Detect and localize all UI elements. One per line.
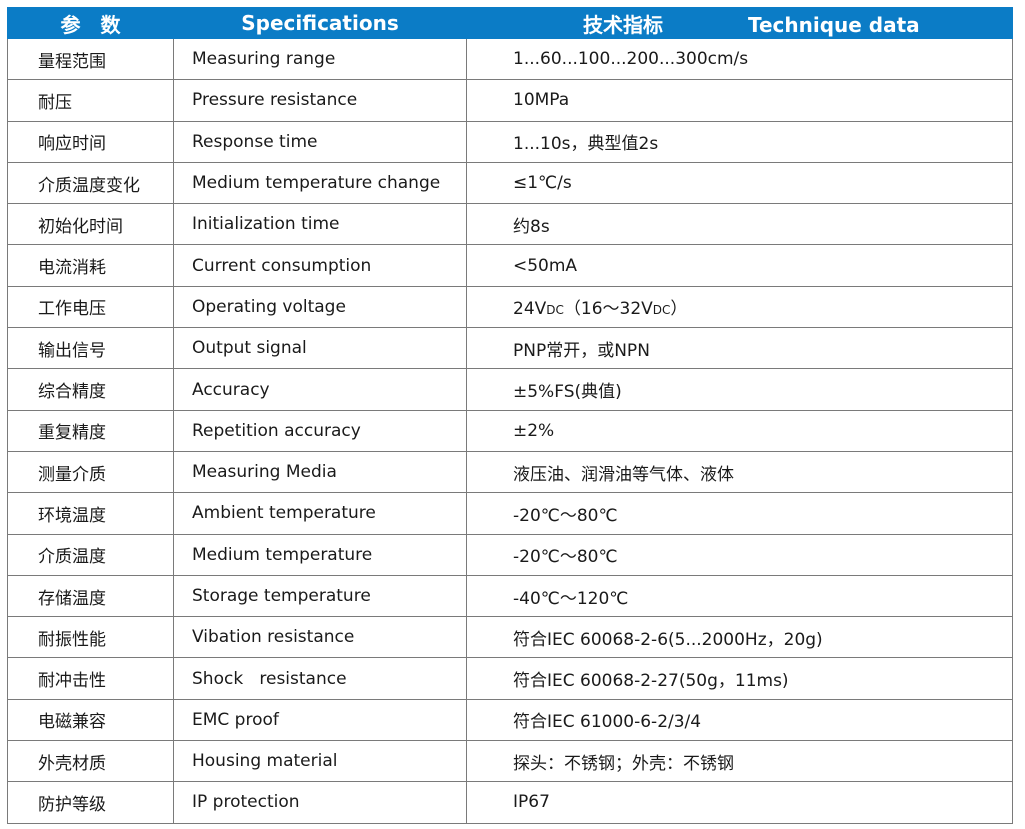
parameter-cn: 重复精度	[7, 409, 174, 452]
table-row: 耐冲击性 Shock resistance 符合IEC 60068-2-27(50g…	[7, 657, 1013, 700]
parameter-cn: 响应时间	[7, 120, 174, 163]
parameter-cn: 综合精度	[7, 368, 174, 411]
parameter-en: Accuracy	[173, 368, 467, 411]
table-row: 耐压 Pressure resistance 10MPa	[7, 79, 1013, 122]
table-row: 防护等级 IP protection IP67	[7, 781, 1013, 824]
parameter-cn: 环境温度	[7, 492, 174, 535]
parameter-en: Measuring range	[173, 37, 467, 81]
spec-table: 参 数 Specifications 技术指标 Technique data 量…	[7, 7, 1013, 824]
parameter-en: Operating voltage	[173, 285, 467, 329]
parameter-en: Vibation resistance	[173, 616, 467, 659]
table-header: 参 数 Specifications 技术指标 Technique data	[7, 7, 1013, 39]
parameter-en: Initialization time	[173, 203, 467, 246]
parameter-en: Output signal	[173, 327, 467, 370]
parameter-value: 液压油、润滑油等气体、液体	[466, 450, 1013, 494]
parameter-cn: 电流消耗	[7, 244, 174, 287]
header-technique-data: 技术指标 Technique data	[466, 7, 1013, 39]
parameter-value: -40℃～120℃	[466, 574, 1013, 618]
parameter-cn: 介质温度	[7, 533, 174, 576]
table-row: 环境温度 Ambient temperature -20℃～80℃	[7, 492, 1013, 535]
header-technique-en: Technique data	[747, 12, 920, 37]
table-row: 电磁兼容 EMC proof 符合IEC 61000-6-2/3/4	[7, 698, 1013, 742]
table-row: 工作电压 Operating voltage 24VDC（16～32VDC）	[7, 285, 1013, 329]
parameter-value: -20℃～80℃	[466, 533, 1013, 576]
value-part: DC	[652, 303, 671, 318]
parameter-en: Response time	[173, 120, 467, 163]
parameter-en: Measuring Media	[173, 450, 467, 494]
parameter-cn: 介质温度变化	[7, 161, 174, 205]
value-part: （16～32V	[563, 299, 653, 320]
value-part: DC	[546, 303, 564, 318]
parameter-value: 探头：不锈钢；外壳：不锈钢	[466, 740, 1013, 783]
parameter-value: 10MPa	[466, 79, 1013, 122]
table-row: 外壳材质 Housing material 探头：不锈钢；外壳：不锈钢	[7, 740, 1013, 783]
parameter-value: IP67	[466, 781, 1013, 824]
parameter-value: 符合IEC 61000-6-2/3/4	[466, 698, 1013, 742]
parameter-en: Shock resistance	[173, 657, 467, 700]
parameter-value: ±2%	[466, 409, 1013, 452]
parameter-cn: 量程范围	[7, 37, 174, 81]
parameter-value: 符合IEC 60068-2-6(5...2000Hz，20g)	[466, 616, 1013, 659]
parameter-cn: 耐压	[7, 79, 174, 122]
parameter-en: Medium temperature change	[173, 161, 467, 205]
parameter-cn: 外壳材质	[7, 740, 174, 783]
header-technique-cn: 技术指标	[583, 12, 663, 37]
parameter-en: EMC proof	[173, 698, 467, 742]
parameter-en: IP protection	[173, 781, 467, 824]
parameter-en: Repetition accuracy	[173, 409, 467, 452]
parameter-value: 24VDC（16～32VDC）	[466, 285, 1013, 329]
header-parameter: 参 数	[7, 7, 174, 39]
parameter-cn: 耐振性能	[7, 616, 174, 659]
parameter-value: 符合IEC 60068-2-27(50g，11ms)	[466, 657, 1013, 700]
parameter-value: <50mA	[466, 244, 1013, 287]
table-row: 电流消耗 Current consumption <50mA	[7, 244, 1013, 287]
parameter-en: Current consumption	[173, 244, 467, 287]
parameter-value: 1...60...100...200...300cm/s	[466, 37, 1013, 81]
table-row: 综合精度 Accuracy ±5%FS(典值)	[7, 368, 1013, 411]
value-part: 24V	[513, 299, 547, 320]
parameter-cn: 工作电压	[7, 285, 174, 329]
parameter-cn: 存储温度	[7, 574, 174, 618]
parameter-en: Ambient temperature	[173, 492, 467, 535]
parameter-value: ±5%FS(典值)	[466, 368, 1013, 411]
parameter-cn: 防护等级	[7, 781, 174, 824]
table-row: 量程范围 Measuring range 1...60...100...200...…	[7, 37, 1013, 81]
table-row: 输出信号 Output signal PNP常开，或NPN	[7, 327, 1013, 370]
parameter-value: 约8s	[466, 203, 1013, 246]
parameter-cn: 测量介质	[7, 450, 174, 494]
parameter-cn: 电磁兼容	[7, 698, 174, 742]
table-row: 重复精度 Repetition accuracy ±2%	[7, 409, 1013, 452]
parameter-value: -20℃～80℃	[466, 492, 1013, 535]
table-row: 介质温度变化 Medium temperature change ≤1℃/s	[7, 161, 1013, 205]
parameter-en: Medium temperature	[173, 533, 467, 576]
parameter-cn: 耐冲击性	[7, 657, 174, 700]
table-row: 响应时间 Response time 1...10s，典型值2s	[7, 120, 1013, 163]
parameter-en: Storage temperature	[173, 574, 467, 618]
parameter-en: Housing material	[173, 740, 467, 783]
parameter-value: ≤1℃/s	[466, 161, 1013, 205]
parameter-value: 1...10s，典型值2s	[466, 120, 1013, 163]
table-row: 初始化时间 Initialization time 约8s	[7, 203, 1013, 246]
table-row: 耐振性能 Vibation resistance 符合IEC 60068-2-6(5…	[7, 616, 1013, 659]
value-part: ）	[670, 299, 688, 320]
table-row: 存储温度 Storage temperature -40℃～120℃	[7, 574, 1013, 618]
parameter-cn: 初始化时间	[7, 203, 174, 246]
table-row: 测量介质 Measuring Media 液压油、润滑油等气体、液体	[7, 450, 1013, 494]
parameter-value: PNP常开，或NPN	[466, 327, 1013, 370]
header-specifications: Specifications	[173, 7, 467, 39]
parameter-cn: 输出信号	[7, 327, 174, 370]
parameter-en: Pressure resistance	[173, 79, 467, 122]
table-row: 介质温度 Medium temperature -20℃～80℃	[7, 533, 1013, 576]
